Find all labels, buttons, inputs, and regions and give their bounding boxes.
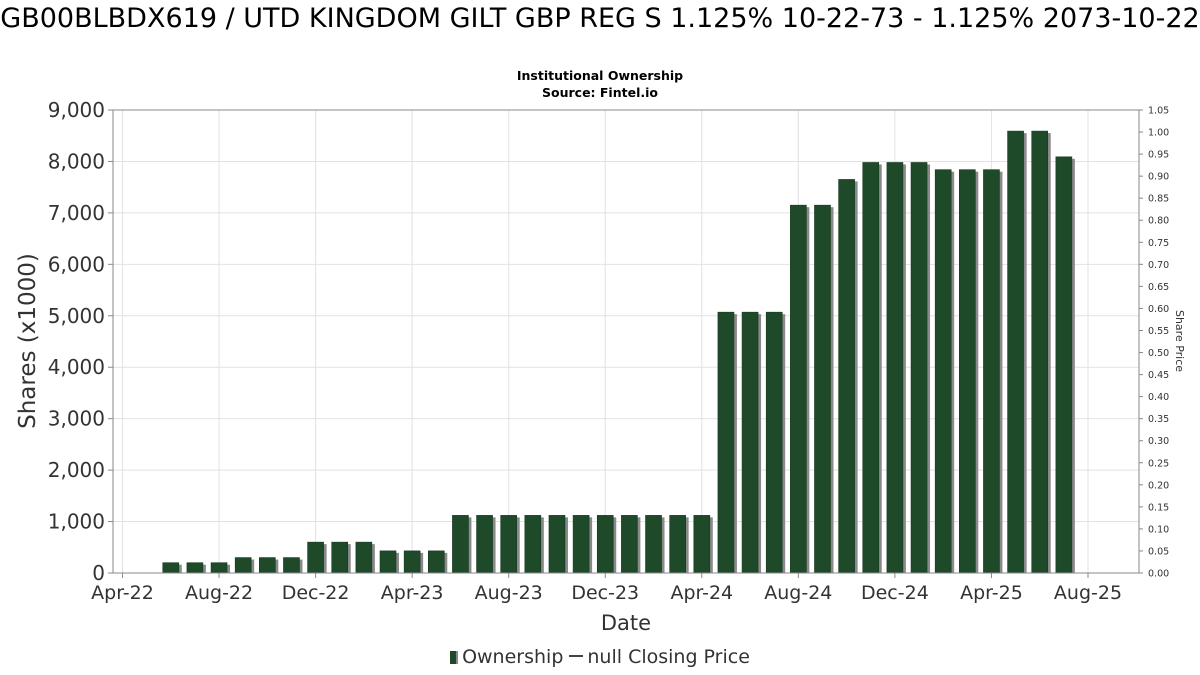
ownership-bar <box>717 311 735 574</box>
y2-tick-label: 0.50 <box>1148 348 1169 359</box>
y2-axis-label: Share Price <box>1173 310 1186 372</box>
y2-tick-label: 1.00 <box>1148 128 1169 139</box>
y2-tick-label: 0.25 <box>1148 458 1169 469</box>
ownership-bar <box>452 515 469 574</box>
ownership-bar <box>548 515 566 574</box>
x-tick-label: Apr-24 <box>670 582 733 604</box>
ownership-bar <box>669 515 686 574</box>
y-axis-label: Shares (x1000) <box>15 253 41 429</box>
ownership-bar <box>1007 130 1024 574</box>
ownership-bar <box>524 515 542 574</box>
y-tick-label: 1,000 <box>48 510 105 534</box>
legend-ownership: Ownership <box>462 646 564 668</box>
ownership-bar <box>814 204 831 574</box>
x-axis-label: Date <box>601 611 651 635</box>
chart-subtitle: Institutional Ownership <box>516 68 684 83</box>
x-tick-label: Apr-23 <box>381 582 444 604</box>
x-tick-label: Dec-22 <box>282 582 350 604</box>
y2-tick-label: 0.20 <box>1148 480 1169 491</box>
ownership-bar <box>621 515 638 574</box>
ownership-bar <box>741 311 759 574</box>
ownership-bar <box>572 515 590 574</box>
x-tick-label: Dec-23 <box>571 582 639 604</box>
ownership-bar <box>500 515 518 574</box>
y2-tick-label: 0.05 <box>1148 546 1169 557</box>
bars <box>162 130 1075 574</box>
ownership-bar <box>379 550 397 574</box>
ownership-bar <box>427 550 445 574</box>
ownership-bar <box>934 169 952 574</box>
y-tick-label: 9,000 <box>48 98 105 122</box>
ownership-legend-swatch <box>450 651 459 664</box>
y-tick-label: 3,000 <box>48 407 105 431</box>
ownership-bar <box>1055 156 1073 574</box>
ownership-bar <box>331 541 349 574</box>
ownership-bar <box>983 169 1000 574</box>
y2-tick-label: 0.75 <box>1148 238 1169 249</box>
ownership-bar <box>862 162 880 574</box>
x-tick-label: Dec-24 <box>861 582 929 604</box>
y2-tick-label: 0.60 <box>1148 304 1169 315</box>
x-tick-label: Apr-22 <box>91 582 154 604</box>
y-tick-label: 2,000 <box>48 458 105 482</box>
y-tick-label: 0 <box>92 561 105 585</box>
y2-tick-label: 0.30 <box>1148 436 1169 447</box>
y2-tick-label: 0.40 <box>1148 392 1169 403</box>
plot-frame <box>112 109 1140 574</box>
ownership-bar <box>596 515 614 574</box>
y-tick-label: 5,000 <box>48 304 105 328</box>
y2-tick-label: 0.35 <box>1148 414 1169 425</box>
chart-source: Source: Fintel.io <box>542 85 658 100</box>
ownership-bar <box>355 541 373 574</box>
closing-price-legend-line <box>569 655 584 657</box>
y2-tick-label: 0.95 <box>1148 150 1169 161</box>
ownership-bar <box>234 557 252 574</box>
y2-tick-label: 0.45 <box>1148 370 1169 381</box>
y2-tick-label: 0.10 <box>1148 524 1169 535</box>
y2-tick-label: 0.00 <box>1148 569 1169 580</box>
ownership-bar <box>162 562 180 574</box>
ownership-bar <box>910 162 928 574</box>
x-tick-label: Apr-25 <box>960 582 1023 604</box>
y2-tick-label: 0.80 <box>1148 216 1169 227</box>
x-tick-label: Aug-25 <box>1054 582 1122 604</box>
y2-tick-label: 1.05 <box>1148 106 1169 117</box>
y-tick-label: 8,000 <box>48 149 105 173</box>
chart-title: GB00BLBDX619 / UTD KINGDOM GILT GBP REG … <box>0 3 1200 34</box>
ownership-bar <box>693 515 711 574</box>
ownership-bar <box>645 515 662 574</box>
ownership-bar <box>186 562 204 574</box>
ownership-bar <box>886 162 904 574</box>
ownership-bar <box>210 562 228 574</box>
y2-tick-label: 0.15 <box>1148 502 1169 513</box>
x-axis: Apr-22 Aug-22 Dec-22 Apr-23 Aug-23 Dec-23 Apr-… <box>91 573 1122 604</box>
legend: Ownership null Closing Price <box>0 646 1200 668</box>
ownership-bar <box>1031 130 1049 574</box>
y-tick-label: 4,000 <box>48 355 105 379</box>
y2-tick-label: 0.70 <box>1148 260 1169 271</box>
ownership-bar <box>476 515 493 574</box>
ownership-bar <box>959 169 976 574</box>
y2-axis: 0.00 0.05 0.10 0.15 0.20 0.25 0.30 0.35 0.40 0.45… <box>1139 106 1169 580</box>
y-axis: 0 1,000 2,000 3,000 4,000 5,000 6,000 7,000 8,00… <box>48 98 113 585</box>
x-tick-label: Aug-24 <box>764 582 832 604</box>
y2-tick-label: 0.65 <box>1148 282 1169 293</box>
ownership-bar <box>403 550 421 574</box>
ownership-bar <box>307 541 324 574</box>
y2-tick-label: 0.90 <box>1148 172 1169 183</box>
y-tick-label: 7,000 <box>48 201 105 225</box>
y2-tick-label: 0.55 <box>1148 326 1169 337</box>
ownership-bar <box>790 204 807 574</box>
y-tick-label: 6,000 <box>48 252 105 276</box>
x-tick-label: Aug-22 <box>185 582 253 604</box>
ownership-bar <box>765 311 783 574</box>
legend-closing-price: null Closing Price <box>587 646 750 668</box>
ownership-bar <box>283 557 300 574</box>
x-tick-label: Aug-23 <box>475 582 543 604</box>
y2-tick-label: 0.85 <box>1148 194 1169 205</box>
ownership-bar <box>259 557 276 574</box>
ownership-bar <box>838 179 855 574</box>
